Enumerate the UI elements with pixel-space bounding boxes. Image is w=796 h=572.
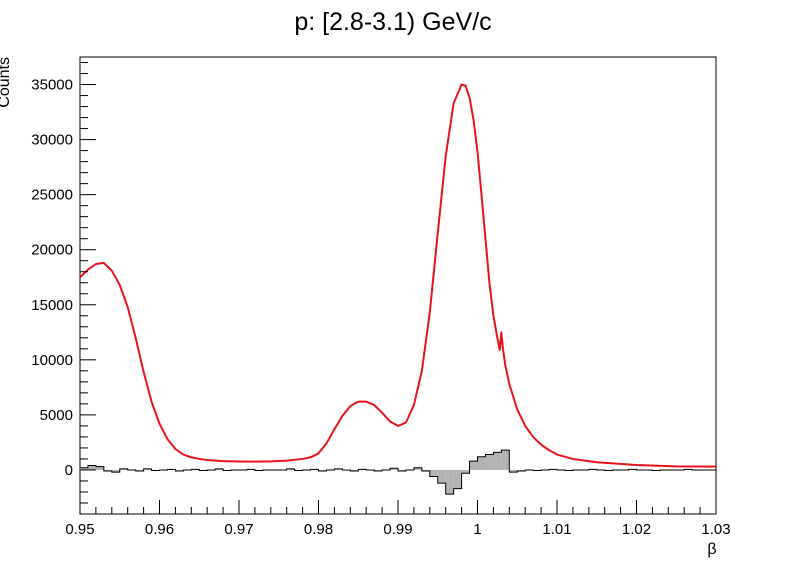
residual-bin xyxy=(111,469,120,473)
y-tick-label: 15000 xyxy=(31,297,73,314)
residual-bin xyxy=(80,467,88,470)
residual-bin xyxy=(461,469,470,474)
x-tick-label: 0.96 xyxy=(145,521,174,538)
residual-bin xyxy=(429,469,438,477)
y-axis-label: Counts xyxy=(0,57,13,108)
y-tick-label: 0 xyxy=(65,462,73,479)
residual-bin xyxy=(334,468,343,470)
residual-bin xyxy=(517,469,526,472)
x-tick-label: 1 xyxy=(473,521,481,538)
residual-bin xyxy=(477,456,486,470)
x-tick-label: 1.02 xyxy=(622,521,651,538)
residual-bin xyxy=(509,469,518,473)
residual-bin xyxy=(493,452,502,470)
x-axis-label: β xyxy=(707,541,716,558)
fit-curve xyxy=(79,83,717,468)
residual-bin xyxy=(143,468,152,470)
residual-bin xyxy=(87,465,96,470)
y-tick-label: 10000 xyxy=(31,352,73,369)
residual-bin xyxy=(374,469,383,472)
y-axis: 0 5000 10000 15000 20000 25000 30000 35000 xyxy=(31,62,96,515)
residual-histogram xyxy=(80,449,716,495)
residual-bin xyxy=(437,469,446,484)
chart-title: p: [2.8-3.1) GeV/c xyxy=(294,8,491,36)
residual-bin xyxy=(413,467,422,470)
x-tick-label: 0.95 xyxy=(65,521,94,538)
plot-frame xyxy=(79,56,717,515)
residual-step-line xyxy=(80,449,716,495)
residual-bin xyxy=(175,469,184,472)
x-tick-label: 0.98 xyxy=(304,521,333,538)
y-tick-label: 30000 xyxy=(31,132,73,149)
x-tick-label: 0.99 xyxy=(383,521,412,538)
residual-bin xyxy=(95,466,104,470)
y-tick-label: 35000 xyxy=(31,77,73,94)
y-tick-label: 20000 xyxy=(31,242,73,259)
x-axis: 0.95 0.96 0.97 0.98 0.99 1 1.01 1.02 1.03 xyxy=(65,500,731,538)
fit-curve-layer xyxy=(79,83,717,468)
x-tick-label: 0.97 xyxy=(224,521,253,538)
y-tick-label: 25000 xyxy=(31,187,73,204)
residual-bin xyxy=(485,454,494,470)
residual-bin xyxy=(501,450,510,470)
residual-bin xyxy=(286,468,295,470)
y-tick-label: 5000 xyxy=(40,407,73,424)
residual-bin xyxy=(318,469,327,472)
residual-bin xyxy=(421,469,430,472)
residual-bin xyxy=(350,469,359,472)
residual-bin xyxy=(215,468,224,470)
residual-bin xyxy=(390,468,398,470)
x-tick-label: 1.03 xyxy=(701,521,730,538)
residual-bin xyxy=(135,469,144,472)
residual-bin xyxy=(398,469,406,472)
residual-bin xyxy=(453,469,462,489)
residual-bin xyxy=(103,469,112,472)
residual-bin xyxy=(119,468,128,470)
residual-bin xyxy=(445,469,454,495)
x-tick-label: 1.01 xyxy=(542,521,571,538)
residual-bin xyxy=(469,461,478,470)
